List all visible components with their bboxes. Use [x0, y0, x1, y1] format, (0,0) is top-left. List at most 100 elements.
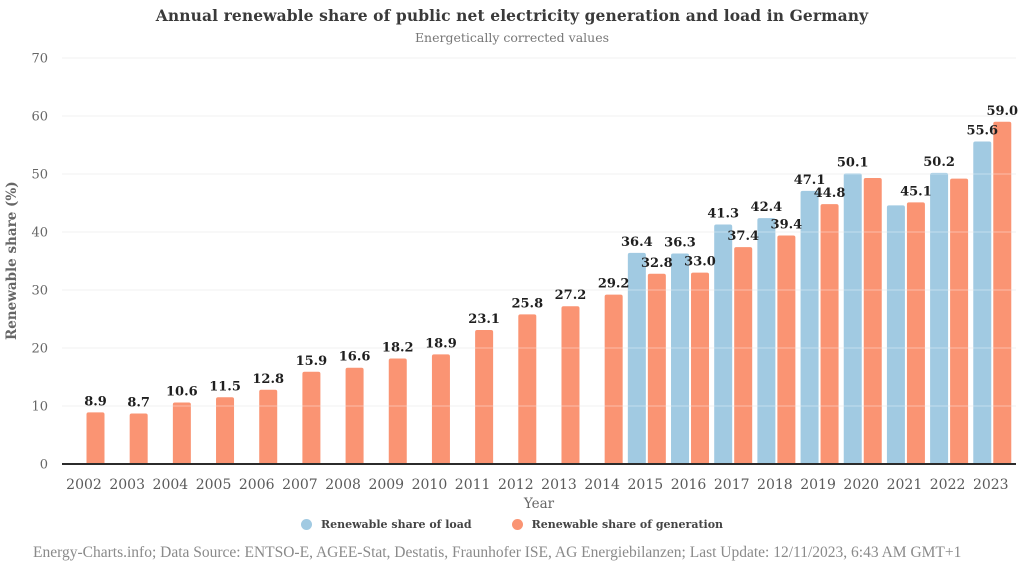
x-tick-label-2016: 2016 — [671, 477, 707, 493]
value-label-generation-2002: 8.9 — [84, 394, 107, 409]
bar-load-2023[interactable] — [973, 141, 992, 464]
bar-generation-2003[interactable] — [129, 413, 148, 464]
x-tick-label-2004: 2004 — [153, 477, 189, 493]
x-tick-label-2006: 2006 — [239, 477, 275, 493]
bar-load-2022[interactable] — [930, 172, 949, 464]
value-label-generation-2003: 8.7 — [127, 396, 150, 411]
value-label-generation-2015: 32.8 — [641, 256, 673, 271]
value-label-generation-2017: 37.4 — [727, 229, 759, 244]
x-tick-label-2003: 2003 — [109, 477, 145, 493]
chart-title: Annual renewable share of public net ele… — [155, 6, 869, 25]
y-tick-label-30: 30 — [31, 284, 48, 299]
x-tick-label-2018: 2018 — [757, 477, 793, 493]
bar-load-2019[interactable] — [800, 190, 819, 464]
x-tick-label-2017: 2017 — [714, 477, 750, 493]
bar-generation-2023[interactable] — [993, 121, 1012, 465]
value-label-generation-2016: 33.0 — [684, 255, 716, 270]
bar-generation-2015[interactable] — [647, 273, 666, 464]
bar-generation-2021[interactable] — [906, 202, 925, 465]
x-tick-label-2014: 2014 — [584, 477, 620, 493]
x-tick-label-2020: 2020 — [843, 477, 879, 493]
generation-legend-dot-icon — [511, 519, 523, 530]
bar-generation-2017[interactable] — [734, 247, 753, 464]
chart-legend: Renewable share of load Renewable share … — [0, 518, 1024, 531]
legend-item-generation[interactable]: Renewable share of generation — [511, 518, 724, 531]
y-tick-label-40: 40 — [31, 226, 48, 241]
value-label-generation-2004: 10.6 — [166, 385, 198, 400]
x-tick-label-2007: 2007 — [282, 477, 318, 493]
y-tick-label-20: 20 — [31, 342, 48, 357]
bar-generation-2011[interactable] — [475, 330, 494, 464]
value-label-load-2019: 47.1 — [794, 173, 826, 188]
x-tick-label-2023: 2023 — [973, 477, 1009, 493]
value-label-load-2017: 41.3 — [707, 206, 739, 221]
x-tick-label-2022: 2022 — [930, 477, 966, 493]
value-label-generation-2008: 16.6 — [339, 350, 371, 365]
value-label-generation-2011: 23.1 — [468, 312, 500, 327]
bar-generation-2020[interactable] — [863, 178, 882, 464]
y-tick-label-0: 0 — [40, 458, 48, 473]
value-label-generation-2013: 27.2 — [555, 288, 587, 303]
value-label-generation-2019: 44.8 — [814, 186, 846, 201]
value-label-generation-2023: 59.0 — [986, 104, 1018, 119]
x-tick-label-2021: 2021 — [887, 477, 923, 493]
bar-generation-2010[interactable] — [431, 354, 450, 464]
bar-load-2017[interactable] — [714, 224, 733, 464]
x-tick-label-2002: 2002 — [66, 477, 102, 493]
value-label-generation-2018: 39.4 — [771, 217, 803, 232]
bar-load-2015[interactable] — [627, 252, 646, 464]
bar-generation-2019[interactable] — [820, 204, 839, 464]
chart-plot-area: 0 10 20 30 40 50 60 70 2002 2003 2004 2005 2006 2007 2… — [31, 52, 1018, 494]
bar-load-2020[interactable] — [843, 173, 862, 465]
value-label-load-2023: 55.6 — [966, 124, 998, 139]
value-label-generation-2005: 11.5 — [209, 379, 241, 394]
bar-load-2021[interactable] — [886, 205, 905, 464]
x-tick-label-2010: 2010 — [412, 477, 448, 493]
value-label-generation-2007: 15.9 — [296, 354, 328, 369]
bar-generation-2002[interactable] — [86, 412, 105, 464]
x-tick-label-2005: 2005 — [196, 477, 232, 493]
bar-generation-2007[interactable] — [302, 371, 321, 464]
load-legend-dot-icon — [300, 519, 312, 530]
bar-generation-2012[interactable] — [518, 314, 537, 464]
bar-generation-2013[interactable] — [561, 306, 580, 464]
x-tick-label-2008: 2008 — [325, 477, 361, 493]
bar-generation-2018[interactable] — [777, 235, 796, 464]
bar-generation-2014[interactable] — [604, 294, 623, 464]
value-label-generation-2010: 18.9 — [425, 336, 457, 351]
value-label-generation-2009: 18.2 — [382, 340, 414, 355]
x-tick-label-2011: 2011 — [455, 477, 491, 493]
x-tick-label-2009: 2009 — [368, 477, 404, 493]
bar-load-2018[interactable] — [757, 218, 776, 464]
bar-generation-2005[interactable] — [216, 397, 235, 464]
chart-subtitle: Energetically corrected values — [414, 30, 610, 45]
bar-generation-2009[interactable] — [388, 358, 407, 464]
legend-label-generation: Renewable share of generation — [531, 518, 724, 531]
x-axis-title: Year — [523, 496, 555, 512]
y-tick-label-70: 70 — [31, 52, 48, 67]
legend-item-load[interactable]: Renewable share of load — [300, 518, 472, 531]
x-tick-label-2013: 2013 — [541, 477, 577, 493]
x-tick-label-2012: 2012 — [498, 477, 534, 493]
value-label-generation-2012: 25.8 — [511, 296, 543, 311]
value-label-load-2018: 42.4 — [751, 200, 783, 215]
value-label-load-2022: 50.2 — [923, 155, 955, 170]
value-label-generation-2014: 29.2 — [598, 277, 630, 292]
legend-label-load: Renewable share of load — [320, 518, 472, 531]
bar-generation-2006[interactable] — [259, 389, 278, 464]
bar-generation-2022[interactable] — [950, 178, 969, 464]
bar-load-2016[interactable] — [671, 253, 690, 464]
value-label-load-2016: 36.3 — [664, 235, 696, 250]
value-label-generation-2021: 45.1 — [900, 184, 932, 199]
bar-generation-2008[interactable] — [345, 367, 364, 464]
value-label-load-2015: 36.4 — [621, 235, 653, 250]
attribution-footer: Energy-Charts.info; Data Source: ENTSO-E… — [33, 544, 962, 561]
bar-generation-2004[interactable] — [172, 402, 191, 464]
x-tick-label-2015: 2015 — [628, 477, 664, 493]
bar-generation-2016[interactable] — [691, 272, 710, 464]
y-tick-label-10: 10 — [31, 400, 48, 415]
value-label-generation-2006: 12.8 — [252, 372, 284, 387]
y-tick-label-50: 50 — [31, 168, 48, 183]
value-label-load-2020: 50.1 — [837, 155, 869, 170]
